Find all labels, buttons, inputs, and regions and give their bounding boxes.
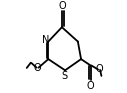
- Text: O: O: [34, 63, 41, 73]
- Text: N: N: [42, 35, 49, 45]
- Text: S: S: [62, 71, 68, 81]
- Text: O: O: [59, 1, 67, 11]
- Text: O: O: [87, 81, 94, 92]
- Text: O: O: [95, 64, 103, 74]
